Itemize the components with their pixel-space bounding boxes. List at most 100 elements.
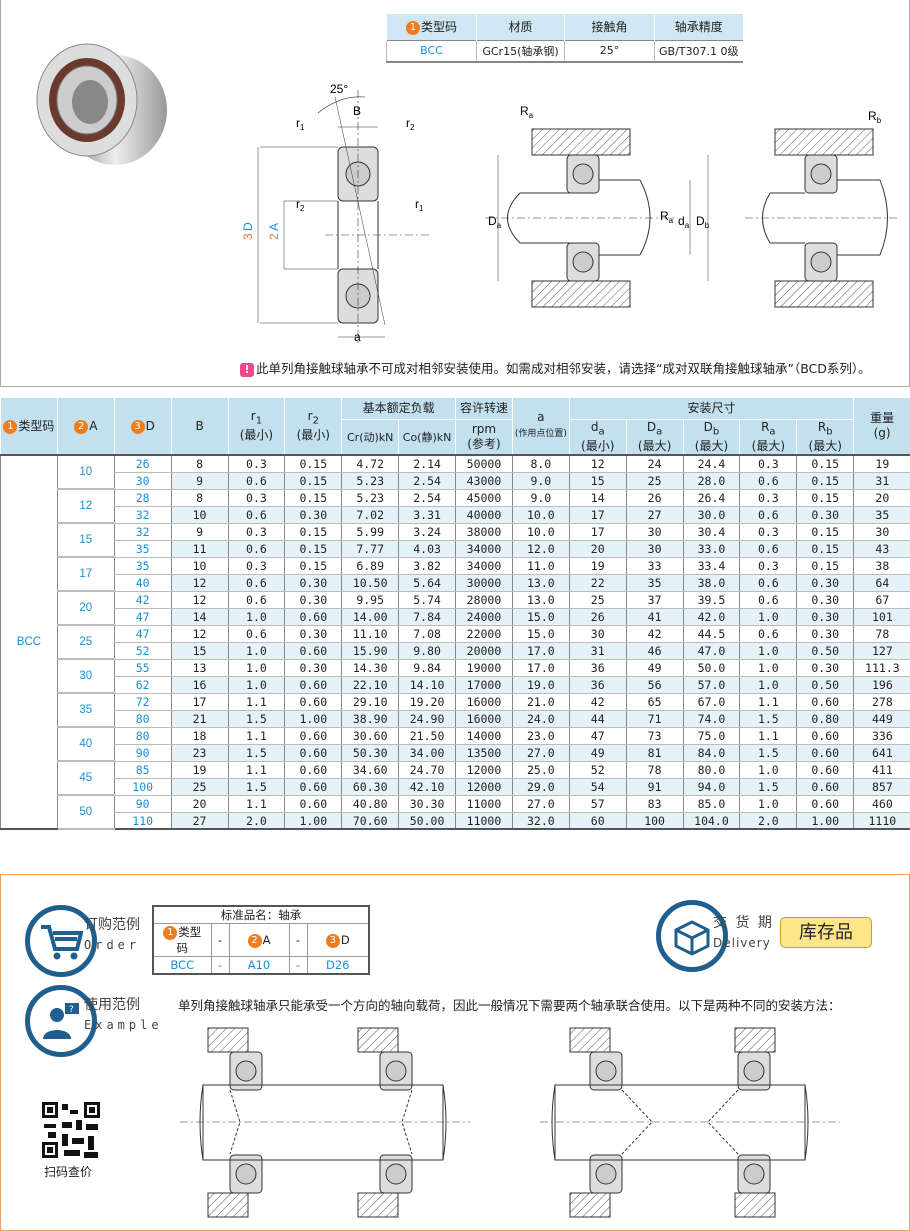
- cell-cr: 50.30: [341, 744, 399, 762]
- col-r2: r2 (最小): [284, 397, 343, 457]
- table-row: 15 32 9 0.3 0.15 5.99 3.24 38000 10.0 17 30 30.4 0.3…: [1, 523, 910, 559]
- table-row: 80 21 1.5 1.00 38.90 24.90 16000 24.0 44 71 74.0 1.…: [1, 710, 910, 728]
- exclamation-icon: !: [240, 363, 254, 377]
- cell-d: 90: [113, 795, 172, 813]
- col-Da: Da (最大): [625, 419, 684, 457]
- r1-label-lower: r1: [415, 197, 424, 213]
- cell-co: 19.20: [398, 693, 456, 711]
- cell-r1: 1.0: [227, 676, 285, 694]
- cell-Ra: 0.6: [739, 574, 797, 592]
- cell-cr: 7.02: [341, 506, 399, 524]
- cell-d: 47: [113, 625, 172, 643]
- cell-Db: 74.0: [682, 710, 740, 728]
- cell-Ra: 1.0: [739, 761, 797, 779]
- cell-Ra: 1.5: [739, 778, 797, 796]
- cell-Da: 65: [625, 693, 684, 711]
- cell-Da: 37: [625, 591, 684, 609]
- a-dimension-label: 2A: [267, 223, 281, 240]
- cell-b: 23: [170, 744, 228, 762]
- angle-label: 25°: [330, 82, 348, 96]
- cell-a: 40: [56, 727, 115, 763]
- cell-r2: 0.60: [284, 693, 342, 711]
- cell-co: 30.30: [398, 795, 456, 813]
- cell-da: 12: [568, 455, 627, 473]
- delivery-title: 交 货 期 Delivery: [713, 915, 774, 950]
- cell-co: 7.08: [398, 625, 456, 643]
- cell-weight: 336: [853, 727, 910, 745]
- cell-rpm: 28000: [455, 591, 513, 609]
- installation-note: ! 此单列角接触球轴承不可成对相邻安装使用。如需成对相邻安装，请选择“成对双联角接…: [240, 358, 871, 377]
- cell-d: 80: [113, 710, 172, 728]
- cell-b: 11: [170, 540, 228, 558]
- cell-Rb: 0.60: [796, 727, 854, 745]
- cell-co: 42.10: [398, 778, 456, 796]
- table-row: 17 35 10 0.3 0.15 6.89 3.82 34000 11.0 19 33 33.4 0.…: [1, 557, 910, 593]
- spec-table: 1 类型码 材质 接触角 轴承精度 BCC GCr15(轴承钢) 25° GB/T…: [386, 14, 743, 63]
- cell-weight: 196: [853, 676, 910, 694]
- cell-rpm: 40000: [455, 506, 513, 524]
- installation-examples-diagram: [180, 1027, 840, 1218]
- cell-cr: 7.77: [341, 540, 399, 558]
- cell-b: 12: [170, 625, 228, 643]
- cell-rpm: 34000: [455, 540, 513, 558]
- cell-cr: 5.23: [341, 489, 399, 507]
- cell-cr: 5.23: [341, 472, 399, 490]
- cell-cr: 10.50: [341, 574, 399, 592]
- cell-b: 18: [170, 727, 228, 745]
- table-row: 62 16 1.0 0.60 22.10 14.10 17000 19.0 36 56 57.0 1.…: [1, 676, 910, 694]
- cell-Rb: 0.30: [796, 608, 854, 626]
- cell-Da: 25: [625, 472, 684, 490]
- cell-a: 17: [56, 557, 115, 593]
- order-value-a: A10: [228, 956, 290, 974]
- cell-weight: 31: [853, 472, 910, 490]
- cell-weight: 460: [853, 795, 910, 813]
- order-col-sep: -: [288, 923, 308, 957]
- cell-r1: 0.6: [227, 625, 285, 643]
- cell-b: 20: [170, 795, 228, 813]
- cell-d: 30: [113, 472, 172, 490]
- cell-a: 15: [56, 523, 115, 559]
- cell-Ra: 1.0: [739, 795, 797, 813]
- cell-Db: 50.0: [682, 659, 740, 677]
- cell-r1: 1.1: [227, 693, 285, 711]
- cell-b: 17: [170, 693, 228, 711]
- order-title: 订购范例 Order: [84, 917, 141, 952]
- spec-header-angle: 接触角: [564, 14, 655, 40]
- cell-cr: 29.10: [341, 693, 399, 711]
- cell-cr: 5.99: [341, 523, 399, 541]
- cell-rpm: 11000: [455, 795, 513, 813]
- cell-r1: 2.0: [227, 812, 285, 831]
- cell-rpm: 30000: [455, 574, 513, 592]
- cell-r2: 0.15: [284, 540, 342, 558]
- col-rpm: rpm (参考): [455, 419, 513, 457]
- cell-a: 27.0: [511, 744, 570, 762]
- table-row: 40 80 18 1.1 0.60 30.60 21.50 14000 23.0 47 73 75.0…: [1, 727, 910, 763]
- cell-d: 35: [113, 557, 172, 575]
- spec-material-value: GCr15(轴承钢): [476, 39, 565, 63]
- cell-d: 26: [113, 455, 172, 473]
- da-lower-label: da: [678, 214, 690, 230]
- cell-da: 36: [568, 659, 627, 677]
- cell-b: 15: [170, 642, 228, 660]
- cell-rpm: 16000: [455, 693, 513, 711]
- cell-Rb: 0.60: [796, 778, 854, 796]
- cell-b: 12: [170, 591, 228, 609]
- table-row: 90 23 1.5 0.60 50.30 34.00 13500 27.0 49 81 84.0 1.…: [1, 744, 910, 762]
- cell-Ra: 0.6: [739, 625, 797, 643]
- qr-code[interactable]: [40, 1100, 102, 1160]
- cell-Db: 24.4: [682, 455, 740, 473]
- cell-b: 10: [170, 557, 228, 575]
- cell-r1: 1.5: [227, 778, 285, 796]
- cell-da: 14: [568, 489, 627, 507]
- cell-rpm: 12000: [455, 761, 513, 779]
- cell-Db: 33.4: [682, 557, 740, 575]
- cell-r2: 0.15: [284, 557, 342, 575]
- table-row: 40 12 0.6 0.30 10.50 5.64 30000 13.0 22 35 38.0 0.6…: [1, 574, 910, 592]
- cell-Ra: 0.3: [739, 557, 797, 575]
- cell-r2: 0.15: [284, 472, 342, 490]
- cell-r2: 0.60: [284, 778, 342, 796]
- cell-da: 57: [568, 795, 627, 813]
- cell-Da: 56: [625, 676, 684, 694]
- cell-b: 13: [170, 659, 228, 677]
- cell-rpm: 16000: [455, 710, 513, 728]
